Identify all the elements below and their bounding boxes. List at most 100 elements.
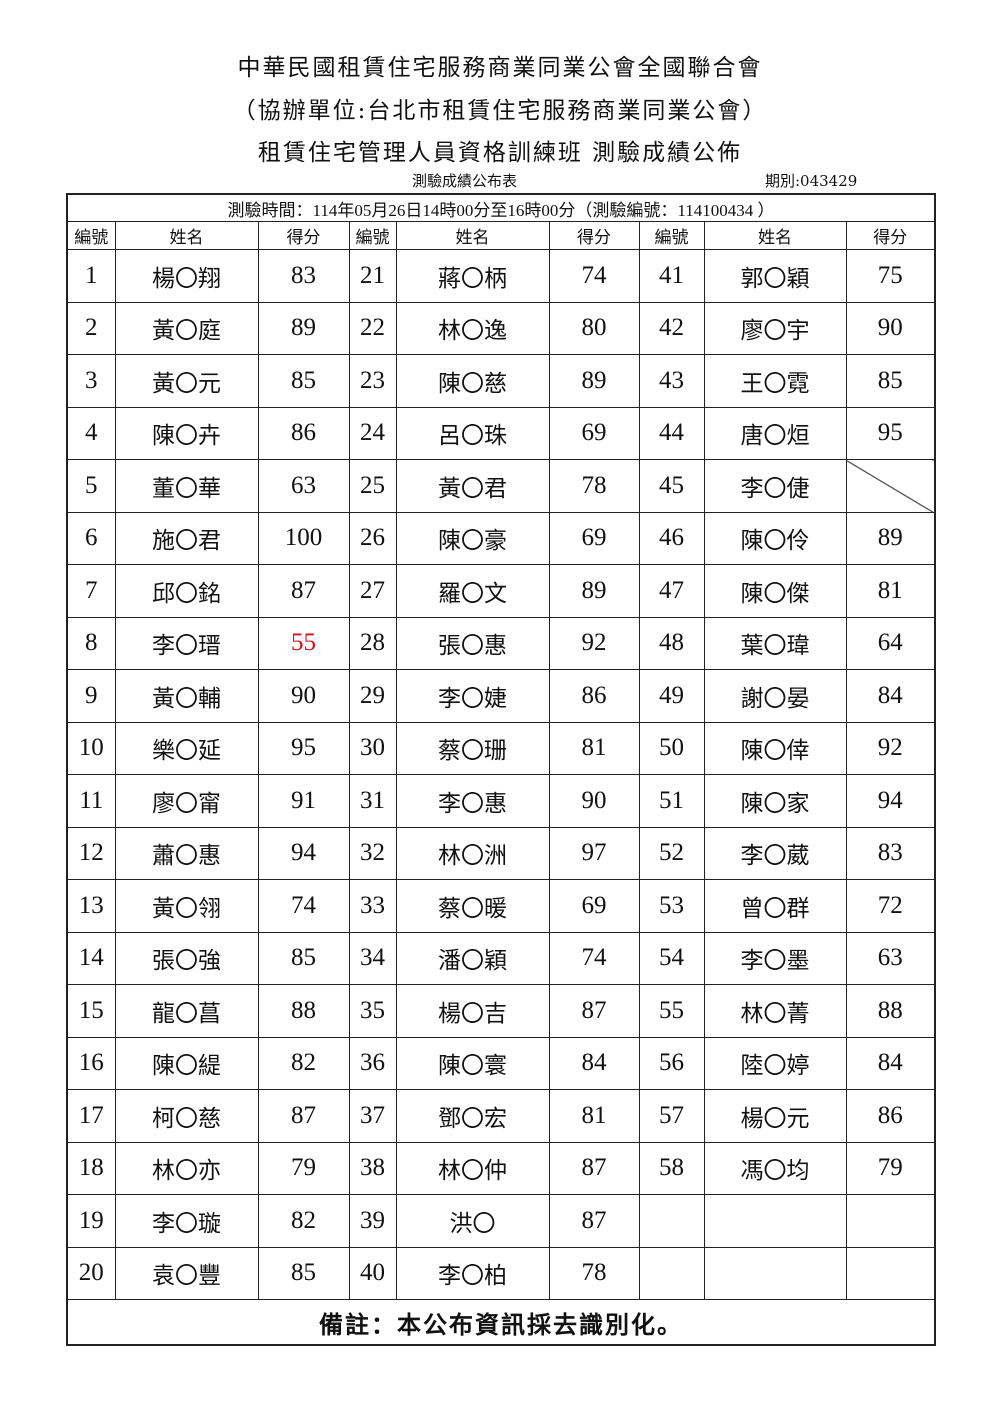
entry-score: 72 xyxy=(845,879,936,933)
entry-score: 86 xyxy=(845,1089,936,1143)
entry-score: 83 xyxy=(257,249,350,303)
entry-score: 84 xyxy=(845,1036,936,1090)
entry-number: 14 xyxy=(66,931,116,985)
entry-score: 81 xyxy=(548,1089,640,1143)
entry-score: 69 xyxy=(548,406,640,460)
table-name: 測驗成績公布表 xyxy=(412,172,518,190)
empty-cell xyxy=(703,1194,847,1248)
entry-score: 86 xyxy=(548,669,640,723)
table-row: 10 樂〇延 95 30 蔡〇珊 81 50 陳〇倖 92 xyxy=(66,721,936,775)
entry-number: 24 xyxy=(348,406,397,460)
entry-score: 55 xyxy=(257,616,350,670)
table-row: 3 黃〇元 85 23 陳〇慈 89 43 王〇霓 85 xyxy=(66,354,936,408)
entry-number: 22 xyxy=(348,301,397,355)
entry-score: 88 xyxy=(845,984,936,1038)
entry-score: 87 xyxy=(257,564,350,618)
entry-score: 90 xyxy=(257,669,350,723)
entry-number: 56 xyxy=(638,1036,705,1090)
empty-cell xyxy=(845,1194,936,1248)
entry-score: 84 xyxy=(548,1036,640,1090)
column-header-number: 編號 xyxy=(66,221,116,250)
entry-score: 84 xyxy=(845,669,936,723)
entry-name: 陳〇卉 xyxy=(114,406,259,460)
entry-number: 48 xyxy=(638,616,705,670)
entry-number: 43 xyxy=(638,354,705,408)
entry-number: 37 xyxy=(348,1089,397,1143)
entry-score: 89 xyxy=(845,511,936,565)
entry-score: 74 xyxy=(257,879,350,933)
empty-cell xyxy=(638,1194,705,1248)
entry-name: 黃〇元 xyxy=(114,354,259,408)
entry-name: 李〇璇 xyxy=(114,1194,259,1248)
entry-name: 謝〇晏 xyxy=(703,669,847,723)
entry-number: 11 xyxy=(66,774,116,828)
entry-score: 69 xyxy=(548,879,640,933)
entry-name: 柯〇慈 xyxy=(114,1089,259,1143)
entry-number: 10 xyxy=(66,721,116,775)
entry-number: 49 xyxy=(638,669,705,723)
table-row: 9 黃〇輔 90 29 李〇婕 86 49 謝〇晏 84 xyxy=(66,669,936,723)
table-row: 6 施〇君 100 26 陳〇豪 69 46 陳〇伶 89 xyxy=(66,511,936,565)
entry-number: 42 xyxy=(638,301,705,355)
entry-score: 63 xyxy=(845,931,936,985)
entry-score: 87 xyxy=(548,984,640,1038)
entry-name: 董〇華 xyxy=(114,459,259,513)
table-row: 2 黃〇庭 89 22 林〇逸 80 42 廖〇宇 90 xyxy=(66,301,936,355)
column-header-number: 編號 xyxy=(638,221,705,250)
empty-cell xyxy=(845,1246,936,1300)
entry-name: 李〇墨 xyxy=(703,931,847,985)
entry-score: 90 xyxy=(548,774,640,828)
entry-number: 35 xyxy=(348,984,397,1038)
entry-number: 23 xyxy=(348,354,397,408)
entry-name: 黃〇君 xyxy=(395,459,550,513)
entry-number: 45 xyxy=(638,459,705,513)
entry-name: 羅〇文 xyxy=(395,564,550,618)
entry-score: 85 xyxy=(845,354,936,408)
entry-name: 林〇亦 xyxy=(114,1141,259,1195)
table-row: 20 袁〇豐 85 40 李〇柏 78 xyxy=(66,1246,936,1300)
entry-number: 25 xyxy=(348,459,397,513)
column-header-score: 得分 xyxy=(845,221,936,250)
entry-number: 18 xyxy=(66,1141,116,1195)
entry-score: 94 xyxy=(845,774,936,828)
entry-score: 89 xyxy=(548,564,640,618)
entry-score: 95 xyxy=(845,406,936,460)
entry-name: 潘〇穎 xyxy=(395,931,550,985)
empty-cell xyxy=(638,1246,705,1300)
entry-name: 李〇倢 xyxy=(703,459,847,513)
entry-number: 7 xyxy=(66,564,116,618)
entry-number: 29 xyxy=(348,669,397,723)
entry-number: 41 xyxy=(638,249,705,303)
entry-name: 唐〇烜 xyxy=(703,406,847,460)
entry-score: 82 xyxy=(257,1194,350,1248)
entry-score: 89 xyxy=(548,354,640,408)
entry-number: 53 xyxy=(638,879,705,933)
entry-name: 陳〇倖 xyxy=(703,721,847,775)
entry-score: 80 xyxy=(548,301,640,355)
entry-name: 郭〇穎 xyxy=(703,249,847,303)
entry-score xyxy=(845,459,936,513)
entry-score: 64 xyxy=(845,616,936,670)
entry-name: 施〇君 xyxy=(114,511,259,565)
entry-number: 20 xyxy=(66,1246,116,1300)
entry-name: 李〇柏 xyxy=(395,1246,550,1300)
table-row: 15 龍〇菖 88 35 楊〇吉 87 55 林〇菁 88 xyxy=(66,984,936,1038)
entry-name: 王〇霓 xyxy=(703,354,847,408)
footer-note: 備註：本公布資訊採去識別化。 xyxy=(66,1299,936,1346)
entry-score: 87 xyxy=(257,1089,350,1143)
entry-number: 44 xyxy=(638,406,705,460)
entry-number: 6 xyxy=(66,511,116,565)
entry-score: 92 xyxy=(548,616,640,670)
entry-name: 蕭〇惠 xyxy=(114,826,259,880)
entry-score: 90 xyxy=(845,301,936,355)
entry-name: 曾〇群 xyxy=(703,879,847,933)
column-header-name: 姓名 xyxy=(114,221,259,250)
empty-cell xyxy=(703,1246,847,1300)
entry-name: 楊〇翔 xyxy=(114,249,259,303)
entry-score: 81 xyxy=(548,721,640,775)
entry-number: 46 xyxy=(638,511,705,565)
co-organizer: （協辦單位:台北市租賃住宅服務商業同業公會） xyxy=(232,98,768,124)
entry-name: 張〇惠 xyxy=(395,616,550,670)
entry-number: 57 xyxy=(638,1089,705,1143)
entry-score: 78 xyxy=(548,459,640,513)
